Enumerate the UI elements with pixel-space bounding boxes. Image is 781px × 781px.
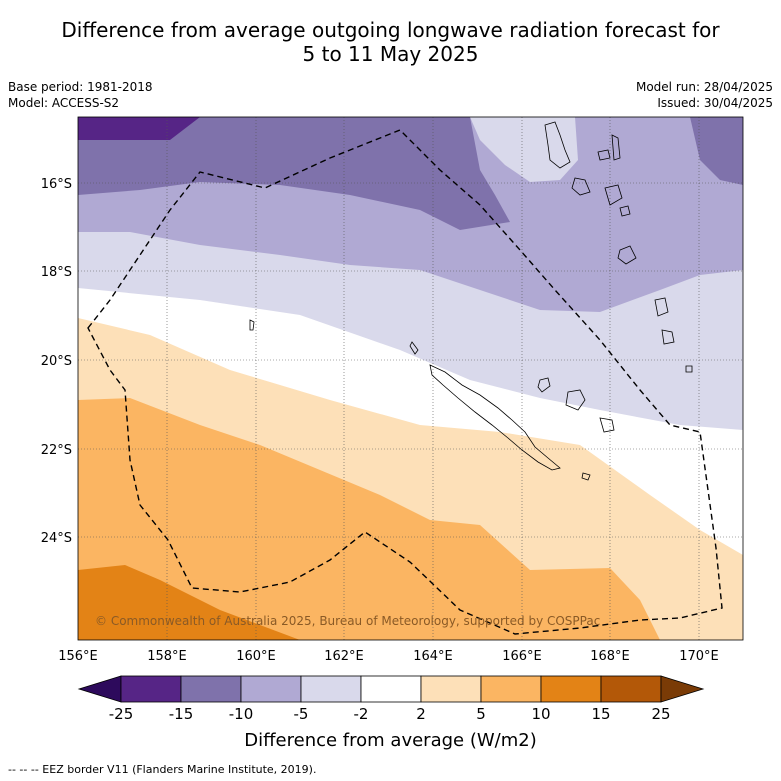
- colorbar-segment: [420, 675, 482, 703]
- colorbar-segment: [120, 675, 182, 703]
- lat-label-18s: 18°S: [41, 265, 72, 280]
- colorbar-title: Difference from average (W/m2): [244, 730, 537, 751]
- lon-label-158: 158°E: [147, 649, 187, 664]
- band-minus25-minus15: [78, 117, 200, 140]
- colorbar-segment: [480, 675, 542, 703]
- eez-border: [87, 129, 723, 635]
- base-period-text: Base period: 1981-2018: [8, 80, 153, 94]
- new-caledonia-mainland: [429, 364, 561, 471]
- colorbar-tick-label: 10: [531, 705, 551, 723]
- efate-island: [617, 245, 637, 265]
- colorbar-segment: [300, 675, 362, 703]
- aneityum-island: [685, 365, 693, 373]
- map-frame: [77, 116, 744, 641]
- copyright-text: © Commonwealth of Australia 2025, Bureau…: [95, 614, 601, 628]
- colorbar-tick-label: 15: [591, 705, 611, 723]
- tanna-island: [661, 329, 675, 345]
- lifou-island: [565, 389, 586, 411]
- band-minus15-minus10: [78, 117, 510, 230]
- colorbar-segment: [540, 675, 602, 703]
- colorbar-segment: [180, 675, 242, 703]
- title-line-1: Difference from average outgoing longwav…: [61, 18, 720, 42]
- meta-left: Base period: 1981-2018 Model: ACCESS-S2: [8, 79, 153, 111]
- colorbar-tick-label: -5: [293, 705, 309, 723]
- ambae-island: [597, 149, 611, 161]
- colorbar-tick-label: 5: [476, 705, 486, 723]
- lon-label-160: 160°E: [236, 649, 276, 664]
- meta-right: Model run: 28/04/2025 Issued: 30/04/2025: [636, 79, 773, 111]
- page-title: Difference from average outgoing longwav…: [0, 18, 781, 66]
- lat-label-24s: 24°S: [41, 531, 72, 546]
- eez-legend-text: -- -- -- EEZ border V11 (Flanders Marine…: [8, 763, 317, 776]
- colorbar-extend-low: [77, 675, 122, 703]
- espiritu-santo-island: [544, 121, 571, 169]
- lon-label-166: 166°E: [502, 649, 542, 664]
- colorbar-tick-label: 2: [416, 705, 426, 723]
- colorbar-tick-label: -15: [168, 705, 194, 723]
- colorbar-segment: [240, 675, 302, 703]
- lat-label-20s: 20°S: [41, 354, 72, 369]
- shepherd-islands: [619, 205, 631, 217]
- colorbar-tick-label: -25: [108, 705, 134, 723]
- ouvea-island: [537, 377, 551, 393]
- maewo-pentecost-island: [611, 134, 621, 161]
- band-10-15: [78, 565, 300, 640]
- chesterfield-island: [249, 319, 255, 331]
- axis-labels: 156°E 158°E 160°E 162°E 164°E 166°E 168°…: [41, 177, 719, 664]
- colorbar-tick-label: -2: [353, 705, 369, 723]
- band-minus15-minus10-east: [690, 117, 743, 185]
- lat-label-22s: 22°S: [41, 443, 72, 458]
- lon-label-168: 168°E: [590, 649, 630, 664]
- mare-island: [599, 417, 615, 433]
- colorbar-tick-label: 25: [651, 705, 671, 723]
- band-minus5-minus2-top: [470, 117, 578, 182]
- lon-label-156: 156°E: [58, 649, 98, 664]
- title-line-2: 5 to 11 May 2025: [302, 42, 479, 66]
- colorbar-extend-high: [660, 675, 705, 703]
- colorbar-segment: [360, 675, 422, 703]
- model-text: Model: ACCESS-S2: [8, 96, 120, 110]
- anomaly-field: [78, 117, 743, 640]
- lat-label-16s: 16°S: [41, 177, 72, 192]
- erromango-island: [654, 297, 669, 317]
- malekula-island: [571, 177, 591, 196]
- isle-of-pines: [581, 472, 591, 481]
- colorbar: [77, 675, 705, 703]
- ambrym-epi-islands: [604, 184, 623, 206]
- model-run-text: Model run: 28/04/2025: [635, 80, 773, 94]
- belep-islands: [409, 341, 419, 355]
- colorbar-segment: [600, 675, 662, 703]
- graticule: [78, 117, 743, 640]
- colorbar-tick-label: -10: [228, 705, 254, 723]
- lon-label-162: 162°E: [324, 649, 364, 664]
- lon-label-170: 170°E: [679, 649, 719, 664]
- lon-label-164: 164°E: [413, 649, 453, 664]
- band-5-10: [78, 398, 660, 640]
- issued-text: Issued: 30/04/2025: [657, 96, 773, 110]
- coastlines: [249, 121, 693, 481]
